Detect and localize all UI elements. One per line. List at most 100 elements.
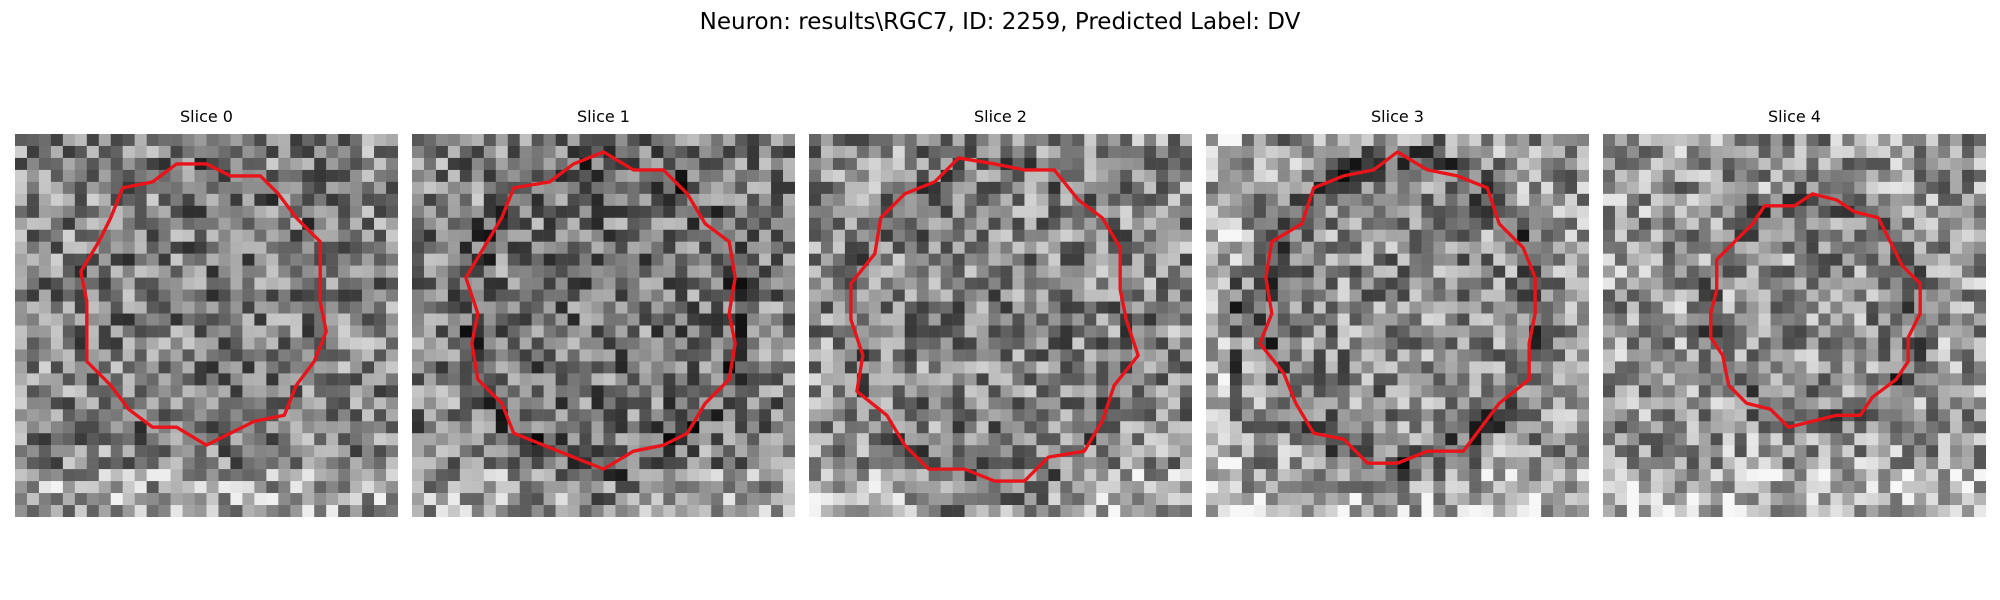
image-pixel: [1758, 361, 1771, 374]
image-pixel: [1794, 301, 1807, 314]
image-pixel: [1048, 229, 1061, 242]
image-pixel: [1962, 145, 1975, 159]
image-pixel: [723, 409, 736, 422]
image-pixel: [338, 469, 351, 482]
image-pixel: [1433, 493, 1446, 506]
image-pixel: [1277, 409, 1291, 422]
image-pixel: [1902, 157, 1915, 171]
image-pixel: [1277, 337, 1291, 350]
image-pixel: [1168, 421, 1181, 434]
image-pixel: [1541, 301, 1554, 314]
image-pixel: [471, 469, 485, 482]
image-pixel: [1493, 134, 1506, 147]
image-pixel: [507, 169, 520, 183]
image-pixel: [1950, 421, 1963, 434]
image-pixel: [1638, 181, 1652, 195]
image-pixel: [1206, 181, 1219, 195]
image-pixel: [603, 409, 616, 422]
image-pixel: [483, 181, 497, 195]
image-pixel: [1289, 193, 1302, 207]
image-pixel: [362, 229, 375, 242]
image-pixel: [1938, 301, 1951, 314]
image-pixel: [892, 241, 905, 254]
image-pixel: [1445, 469, 1458, 482]
image-pixel: [302, 493, 315, 506]
image-pixel: [1096, 265, 1109, 278]
image-pixel: [1289, 253, 1302, 266]
image-pixel: [928, 313, 941, 326]
image-pixel: [1445, 361, 1458, 374]
image-pixel: [290, 493, 303, 506]
image-pixel: [952, 289, 965, 302]
image-pixel: [254, 457, 267, 470]
image-pixel: [687, 265, 700, 278]
image-pixel: [639, 409, 652, 422]
image-pixel: [880, 433, 894, 446]
image-pixel: [218, 481, 231, 494]
image-pixel: [1686, 145, 1699, 159]
image-pixel: [447, 253, 461, 266]
image-pixel: [1962, 253, 1975, 266]
image-pixel: [940, 301, 953, 314]
image-pixel: [1553, 421, 1566, 434]
image-pixel: [374, 397, 387, 410]
image-pixel: [1782, 457, 1795, 470]
image-pixel: [146, 241, 159, 254]
image-pixel: [904, 457, 917, 470]
image-pixel: [555, 385, 568, 398]
image-pixel: [412, 481, 425, 494]
image-pixel: [699, 433, 712, 446]
image-pixel: [1794, 157, 1807, 171]
image-pixel: [627, 373, 640, 386]
image-pixel: [663, 205, 676, 219]
image-pixel: [230, 277, 243, 290]
image-pixel: [1662, 433, 1676, 446]
image-pixel: [603, 421, 616, 434]
image-pixel: [904, 241, 917, 254]
image-pixel: [483, 301, 497, 314]
image-pixel: [374, 265, 387, 278]
image-pixel: [1457, 421, 1470, 434]
image-pixel: [86, 505, 100, 517]
image-pixel: [1433, 157, 1446, 171]
image-pixel: [1373, 169, 1386, 183]
image-pixel: [266, 277, 279, 290]
image-pixel: [1108, 337, 1121, 350]
image-pixel: [146, 134, 159, 147]
image-pixel: [1950, 337, 1963, 350]
image-pixel: [435, 265, 449, 278]
image-pixel: [687, 313, 700, 326]
image-pixel: [579, 349, 592, 362]
image-pixel: [122, 253, 135, 266]
image-pixel: [868, 325, 882, 338]
image-pixel: [1144, 313, 1157, 326]
image-pixel: [1698, 217, 1711, 230]
image-pixel: [1553, 145, 1566, 159]
image-pixel: [1024, 229, 1037, 242]
image-pixel: [1686, 205, 1699, 219]
image-pixel: [1662, 397, 1676, 410]
image-pixel: [1662, 421, 1676, 434]
image-pixel: [1734, 445, 1747, 458]
image-pixel: [1493, 409, 1506, 422]
image-pixel: [1277, 134, 1291, 147]
image-pixel: [868, 157, 882, 171]
image-pixel: [1770, 169, 1783, 183]
image-pixel: [988, 169, 1001, 183]
image-pixel: [254, 445, 267, 458]
image-pixel: [26, 301, 40, 314]
image-pixel: [1794, 145, 1807, 159]
image-pixel: [988, 493, 1001, 506]
image-pixel: [1361, 134, 1374, 147]
image-pixel: [1866, 193, 1879, 207]
image-pixel: [663, 289, 676, 302]
image-pixel: [1024, 134, 1037, 147]
image-pixel: [230, 349, 243, 362]
image-pixel: [1650, 289, 1664, 302]
image-pixel: [86, 457, 100, 470]
image-pixel: [639, 301, 652, 314]
image-pixel: [1120, 481, 1133, 494]
image-pixel: [1229, 193, 1243, 207]
image-pixel: [1806, 457, 1819, 470]
image-pixel: [916, 145, 929, 159]
